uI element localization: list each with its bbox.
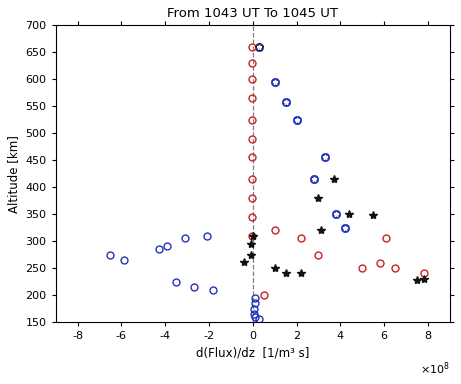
- Text: $\times 10^8$: $\times 10^8$: [420, 361, 450, 377]
- X-axis label: d(Flux)/dz  [1/m³ s]: d(Flux)/dz [1/m³ s]: [196, 347, 309, 359]
- Title: From 1043 UT To 1045 UT: From 1043 UT To 1045 UT: [167, 7, 338, 20]
- Y-axis label: Altitude [km]: Altitude [km]: [7, 135, 20, 213]
